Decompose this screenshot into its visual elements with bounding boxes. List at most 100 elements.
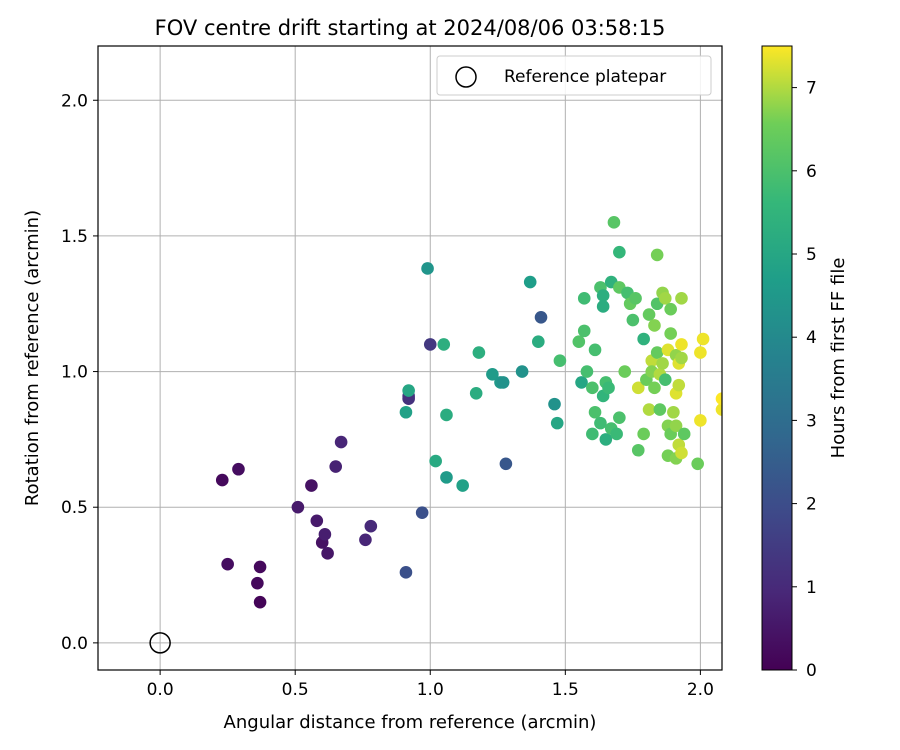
data-point bbox=[648, 381, 661, 395]
data-point bbox=[550, 416, 564, 430]
data-point bbox=[631, 381, 645, 395]
data-points bbox=[215, 216, 722, 609]
x-axis-ticks: 0.0 0.5 1.0 1.5 2.0 bbox=[147, 670, 714, 700]
data-point bbox=[515, 365, 529, 378]
colorbar-tick-label: 0 bbox=[806, 661, 817, 681]
data-point bbox=[440, 471, 453, 484]
data-point bbox=[637, 427, 650, 441]
data-point bbox=[650, 346, 664, 359]
data-point bbox=[715, 392, 722, 405]
y-axis-ticks: 0.0 0.5 1.0 1.5 2.0 bbox=[61, 91, 98, 654]
data-point bbox=[321, 547, 334, 560]
data-point bbox=[456, 479, 469, 492]
data-point bbox=[715, 403, 722, 416]
data-point bbox=[637, 332, 650, 346]
data-point bbox=[251, 576, 264, 590]
y-tick-label: 1.0 bbox=[61, 363, 88, 383]
data-point bbox=[399, 566, 413, 579]
data-point bbox=[318, 528, 332, 541]
data-point bbox=[596, 289, 610, 302]
data-point bbox=[253, 595, 267, 609]
y-tick-label: 0.0 bbox=[61, 634, 88, 654]
data-point bbox=[664, 302, 677, 316]
colorbar: 0 1 2 3 4 5 6 7 Hours from first FF file bbox=[761, 45, 849, 681]
data-point bbox=[334, 435, 348, 449]
data-point bbox=[667, 405, 680, 419]
chart-title: FOV centre drift starting at 2024/08/06 … bbox=[155, 16, 666, 40]
data-point bbox=[548, 397, 561, 411]
data-point bbox=[653, 403, 667, 416]
data-point bbox=[359, 533, 372, 547]
data-point bbox=[642, 403, 656, 416]
data-point bbox=[675, 292, 688, 305]
colorbar-ticks: 0 1 2 3 4 5 6 7 bbox=[792, 79, 817, 681]
y-tick-label: 2.0 bbox=[61, 91, 88, 111]
x-tick-label: 0.5 bbox=[282, 680, 309, 700]
data-point bbox=[577, 324, 591, 338]
data-point bbox=[553, 354, 567, 368]
data-point bbox=[572, 335, 586, 349]
legend-box bbox=[436, 55, 712, 96]
x-tick-label: 1.5 bbox=[552, 680, 579, 700]
x-axis-label: Angular distance from reference (arcmin) bbox=[224, 712, 597, 733]
data-point bbox=[602, 381, 615, 395]
data-point bbox=[664, 327, 677, 340]
data-point bbox=[596, 300, 610, 313]
legend: Reference platepar bbox=[436, 55, 712, 96]
data-point bbox=[694, 414, 707, 427]
data-point bbox=[675, 338, 688, 351]
data-point bbox=[486, 367, 499, 381]
data-point bbox=[588, 343, 602, 357]
data-point bbox=[669, 419, 683, 433]
data-point bbox=[588, 405, 602, 419]
data-point bbox=[658, 373, 672, 387]
data-point bbox=[532, 335, 545, 349]
data-point bbox=[499, 457, 513, 471]
data-point bbox=[672, 378, 686, 392]
data-point bbox=[642, 308, 656, 321]
legend-marker-icon bbox=[455, 66, 477, 88]
data-point bbox=[534, 311, 548, 324]
legend-entry: Reference platepar bbox=[504, 67, 666, 87]
data-point bbox=[421, 262, 434, 275]
data-point bbox=[656, 357, 669, 370]
data-point bbox=[496, 376, 510, 389]
data-point bbox=[586, 427, 599, 441]
colorbar-tick-label: 3 bbox=[806, 411, 817, 431]
data-point bbox=[469, 386, 483, 400]
colorbar-tick-label: 2 bbox=[806, 495, 817, 515]
data-point bbox=[253, 560, 267, 574]
data-point bbox=[629, 292, 642, 305]
data-point bbox=[232, 462, 245, 476]
colorbar-tick-label: 1 bbox=[806, 578, 817, 598]
data-point bbox=[423, 338, 437, 351]
colorbar-label: Hours from first FF file bbox=[828, 258, 849, 459]
colorbar-tick-label: 5 bbox=[806, 245, 817, 265]
data-point bbox=[618, 365, 632, 378]
x-tick-label: 1.0 bbox=[417, 680, 444, 700]
y-axis-label: Rotation from reference (arcmin) bbox=[22, 210, 43, 506]
colorbar-tick-label: 6 bbox=[806, 162, 817, 182]
data-point bbox=[305, 479, 318, 492]
data-point bbox=[694, 346, 707, 359]
data-point bbox=[677, 427, 691, 441]
colorbar-tick-label: 4 bbox=[806, 328, 817, 348]
plot-frame bbox=[97, 45, 723, 671]
reference-point-marker bbox=[149, 632, 171, 654]
data-point bbox=[399, 405, 413, 419]
data-point bbox=[440, 408, 453, 422]
data-point bbox=[607, 216, 621, 229]
data-point bbox=[613, 245, 626, 259]
y-tick-label: 1.5 bbox=[61, 227, 88, 247]
colorbar-gradient bbox=[761, 45, 793, 671]
data-point bbox=[650, 248, 664, 262]
data-point bbox=[631, 443, 645, 457]
data-point bbox=[221, 557, 234, 571]
data-point bbox=[648, 319, 661, 332]
x-tick-label: 2.0 bbox=[687, 680, 714, 700]
data-point bbox=[291, 500, 305, 514]
colorbar-tick-label: 7 bbox=[806, 79, 817, 99]
data-point bbox=[523, 275, 537, 289]
data-point bbox=[364, 519, 378, 533]
